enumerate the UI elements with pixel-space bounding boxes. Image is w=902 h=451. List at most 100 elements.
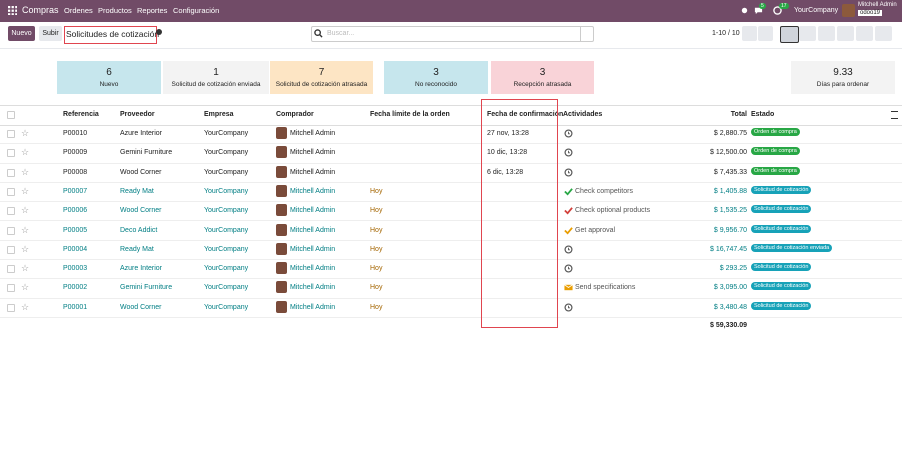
table-row[interactable] <box>0 182 902 203</box>
notification-badge: 17 <box>779 3 789 9</box>
row-checkbox[interactable] <box>7 226 15 235</box>
app-name[interactable]: Compras <box>22 5 59 15</box>
company: YourCompany <box>204 168 249 176</box>
column-header[interactable]: Actividades <box>563 111 603 118</box>
activity-icon[interactable] <box>564 148 573 159</box>
dashboard-card[interactable] <box>270 61 373 94</box>
header-checkbox[interactable] <box>7 111 15 119</box>
reference: P00008 <box>63 168 88 176</box>
deadline: Hoy <box>370 265 383 273</box>
reference: P00003 <box>63 265 88 273</box>
row-checkbox[interactable] <box>7 284 15 293</box>
favorite-star[interactable]: ☆ <box>21 205 30 216</box>
favorite-star[interactable]: ☆ <box>21 224 30 235</box>
row-checkbox[interactable] <box>7 303 15 312</box>
company: YourCompany <box>204 187 249 195</box>
breadcrumb: Solicitudes de cotización <box>66 29 160 39</box>
activity-icon[interactable] <box>564 303 573 314</box>
search-icon <box>314 29 323 40</box>
view-switch[interactable] <box>818 26 835 41</box>
column-header[interactable]: Total <box>730 111 747 118</box>
favorite-star[interactable]: ☆ <box>21 263 30 274</box>
total: $ 7,435.33 <box>713 168 747 176</box>
dashboard-card[interactable] <box>384 61 488 94</box>
menu-item[interactable]: Configuración <box>173 6 220 15</box>
activity-icon[interactable] <box>564 187 573 198</box>
summary-card <box>791 61 895 94</box>
dashboard-card[interactable] <box>163 61 269 94</box>
reference: P00006 <box>63 207 88 215</box>
user-name[interactable]: Mitchell Admin <box>858 2 897 8</box>
table-row[interactable] <box>0 201 902 222</box>
status-badge: Solicitud de cotización <box>751 185 812 194</box>
activity-icon[interactable] <box>564 283 573 294</box>
favorite-star[interactable]: ☆ <box>21 301 30 312</box>
optional-columns[interactable] <box>891 111 898 119</box>
table-row[interactable] <box>0 124 902 145</box>
favorite-star[interactable]: ☆ <box>21 243 30 254</box>
menu-item[interactable]: Reportes <box>137 6 168 15</box>
column-header[interactable]: Fecha límite de la orden <box>370 111 450 118</box>
pager-next[interactable] <box>758 26 773 41</box>
view-switch[interactable] <box>837 26 854 41</box>
search-toggle[interactable] <box>580 27 593 41</box>
favorite-star[interactable]: ☆ <box>21 128 30 138</box>
activity-icon[interactable] <box>564 129 573 140</box>
menu-item[interactable]: Ordenes <box>64 6 93 15</box>
row-checkbox[interactable] <box>7 265 15 274</box>
status-badge: Solicitud de cotización enviada <box>751 243 833 252</box>
row-checkbox[interactable] <box>7 130 15 138</box>
table-row[interactable] <box>0 259 902 280</box>
column-header[interactable]: Referencia <box>63 111 99 118</box>
menu-item[interactable]: Productos <box>98 6 132 15</box>
row-checkbox[interactable] <box>7 187 15 196</box>
buyer: Mitchell Admin <box>290 226 336 234</box>
user-avatar[interactable] <box>842 4 855 17</box>
company-name[interactable]: YourCompany <box>794 7 839 14</box>
status-badge: Solicitud de cotización <box>751 205 812 214</box>
column-header[interactable]: Proveedor <box>120 111 155 118</box>
table-row[interactable] <box>0 221 902 241</box>
table-row[interactable] <box>0 163 902 183</box>
activity-icon[interactable] <box>564 264 573 275</box>
view-switch[interactable] <box>780 26 799 43</box>
column-header[interactable]: Comprador <box>276 111 314 118</box>
pager-prev[interactable] <box>742 26 757 41</box>
favorite-star[interactable]: ☆ <box>21 147 30 158</box>
row-checkbox[interactable] <box>7 149 15 158</box>
table-row[interactable] <box>0 143 902 164</box>
table-row[interactable] <box>0 278 902 299</box>
view-switch[interactable] <box>856 26 873 41</box>
column-header[interactable]: Estado <box>751 111 775 118</box>
table-row[interactable] <box>0 240 902 261</box>
favorite-star[interactable]: ☆ <box>21 166 30 177</box>
view-switch[interactable] <box>875 26 892 41</box>
dashboard-card[interactable] <box>57 61 161 94</box>
activity-icon[interactable] <box>564 245 573 256</box>
dashboard-card[interactable] <box>491 61 594 94</box>
pager[interactable]: 1-10 / 10 <box>712 30 740 37</box>
row-checkbox[interactable] <box>7 245 15 254</box>
favorite-star[interactable]: ☆ <box>21 282 30 293</box>
activity-icon[interactable] <box>564 168 573 179</box>
favorite-star[interactable]: ☆ <box>21 185 30 196</box>
table-row[interactable] <box>0 298 902 318</box>
button-upload[interactable]: Subir <box>39 26 62 41</box>
buyer-avatar <box>276 262 287 275</box>
total: $ 1,405.88 <box>713 187 747 195</box>
view-switch[interactable] <box>799 26 816 41</box>
activity-icon[interactable] <box>564 206 573 217</box>
settings-gear[interactable] <box>156 29 162 35</box>
card-label: Solicitud de cotización atrasada <box>275 81 368 88</box>
buyer: Mitchell Admin <box>290 284 336 292</box>
column-header[interactable]: Fecha de confirmación <box>487 111 564 118</box>
deadline: Hoy <box>370 245 383 253</box>
status-badge: Solicitud de cotización <box>751 301 812 310</box>
column-header[interactable]: Empresa <box>204 111 234 118</box>
activity-icon[interactable] <box>564 226 573 237</box>
button-new[interactable]: Nuevo <box>8 26 35 41</box>
search-box[interactable] <box>311 26 594 42</box>
row-checkbox[interactable] <box>7 207 15 216</box>
company: YourCompany <box>204 284 249 292</box>
row-checkbox[interactable] <box>7 168 15 177</box>
